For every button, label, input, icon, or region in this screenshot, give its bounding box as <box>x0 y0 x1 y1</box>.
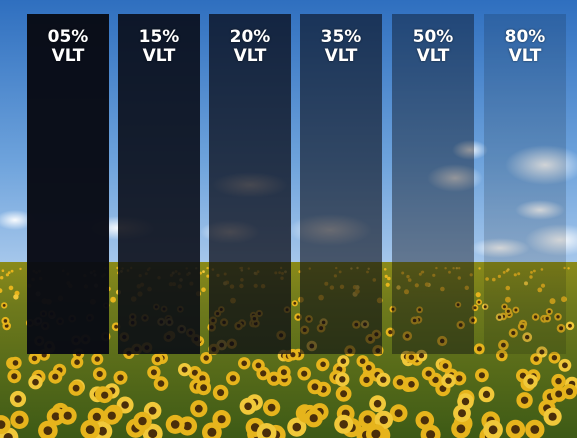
panel-label: 35% VLT <box>300 28 382 66</box>
vlt-unit: VLT <box>233 46 267 66</box>
panel-label: 80% VLT <box>484 28 566 66</box>
vlt-unit: VLT <box>51 46 85 66</box>
panel-label: 15% VLT <box>118 28 200 66</box>
vlt-percent: 15% <box>138 27 180 47</box>
vlt-percent: 80% <box>504 27 546 47</box>
vlt-unit: VLT <box>508 46 542 66</box>
tint-panel-50: 50% VLT <box>392 14 474 354</box>
vlt-percent: 05% <box>47 27 89 47</box>
vlt-unit: VLT <box>416 46 450 66</box>
tint-panel-15: 15% VLT <box>118 14 200 354</box>
vlt-percent: 50% <box>412 27 454 47</box>
tint-panel-5: 05% VLT <box>27 14 109 354</box>
vlt-unit: VLT <box>142 46 176 66</box>
tint-panel-35: 35% VLT <box>300 14 382 354</box>
vlt-unit: VLT <box>324 46 358 66</box>
vlt-percent: 20% <box>229 27 271 47</box>
panel-label: 05% VLT <box>27 28 109 66</box>
panel-label: 50% VLT <box>392 28 474 66</box>
tint-panel-80: 80% VLT <box>484 14 566 354</box>
tint-panel-20: 20% VLT <box>209 14 291 354</box>
vlt-percent: 35% <box>320 27 362 47</box>
panel-label: 20% VLT <box>209 28 291 66</box>
